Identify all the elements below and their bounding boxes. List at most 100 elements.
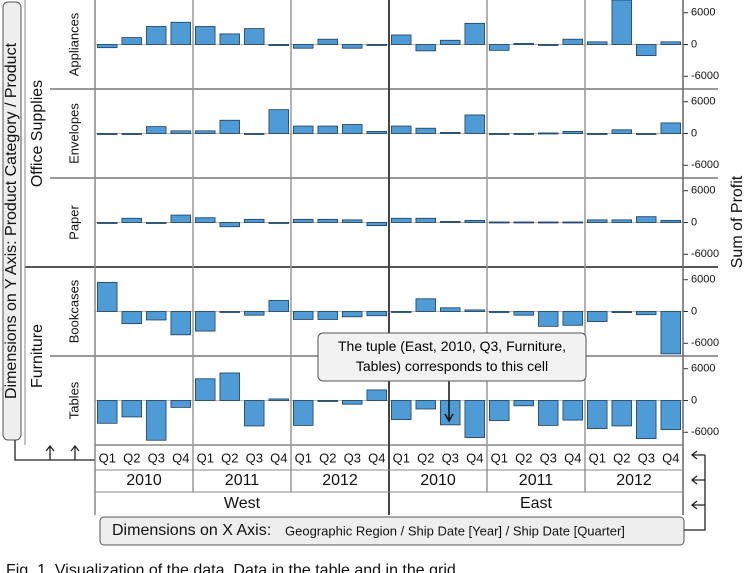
- y-tick-label: 0: [691, 127, 697, 139]
- bar: [464, 219, 485, 223]
- bar: [342, 219, 363, 223]
- bar: [611, 0, 632, 45]
- bar: [660, 311, 681, 355]
- bar: [97, 400, 118, 424]
- bar: [636, 216, 657, 223]
- x-axis-box: [99, 516, 685, 546]
- caption: Fig. 1. Visualization of the data. Data …: [6, 562, 456, 573]
- bar: [121, 400, 142, 418]
- bar: [415, 400, 436, 410]
- y-tick-label: 6000: [691, 274, 715, 286]
- bar: [317, 311, 338, 320]
- category-label: Office Supplies: [29, 80, 46, 187]
- bar: [440, 400, 461, 426]
- axis-arrows: [14, 440, 706, 531]
- year-label: 2010: [420, 472, 456, 489]
- quarter-label: Q1: [491, 450, 508, 465]
- bar: [268, 299, 289, 312]
- bar: [170, 130, 191, 134]
- year-label: 2010: [126, 472, 162, 489]
- bar: [636, 44, 657, 57]
- bar: [611, 311, 632, 313]
- bar: [391, 311, 412, 313]
- bar: [170, 214, 191, 223]
- bar: [121, 37, 142, 45]
- bar: [244, 28, 265, 45]
- bar: [513, 400, 534, 407]
- bar: [538, 221, 559, 224]
- bar: [366, 389, 387, 401]
- product-label: Bookcases: [66, 279, 81, 343]
- bar: [195, 311, 216, 332]
- quarter-label: Q4: [172, 450, 189, 465]
- bar: [268, 44, 289, 46]
- y-tick-label: -6000: [691, 337, 719, 349]
- bar: [219, 311, 240, 313]
- bar: [121, 217, 142, 223]
- bar: [562, 221, 583, 224]
- arrow: [45, 444, 80, 460]
- bar: [219, 119, 240, 134]
- quarter-label: Q3: [344, 450, 361, 465]
- product-label: Paper: [66, 204, 81, 239]
- bar: [538, 132, 559, 135]
- quarter-label: Q4: [564, 450, 581, 465]
- region-label: East: [520, 495, 553, 512]
- bar: [636, 400, 657, 440]
- bar: [611, 219, 632, 223]
- bar: [562, 38, 583, 45]
- year-label: 2012: [616, 472, 652, 489]
- bar: [97, 133, 118, 135]
- bar: [219, 33, 240, 45]
- bar: [391, 400, 412, 420]
- bar: [121, 311, 142, 325]
- bar: [513, 43, 534, 45]
- product-label: Appliances: [66, 12, 81, 76]
- bar: [489, 221, 510, 224]
- bar: [660, 219, 681, 223]
- quarter-label: Q2: [417, 450, 434, 465]
- bar: [440, 307, 461, 312]
- year-label: 2011: [519, 472, 554, 489]
- bar: [489, 44, 510, 51]
- bar: [268, 398, 289, 401]
- y-tick-label: 0: [691, 305, 697, 317]
- bar: [391, 217, 412, 223]
- y-tick-label: -6000: [691, 70, 719, 82]
- x-axis-label-detail: Geographic Region / Ship Date [Year] / S…: [285, 523, 625, 538]
- bar: [170, 400, 191, 408]
- bar: [366, 222, 387, 227]
- bar: [268, 222, 289, 224]
- y-tick-label: 6000: [691, 185, 715, 197]
- bar: [391, 125, 412, 134]
- bar: [97, 44, 118, 49]
- bar: [513, 133, 534, 135]
- bar: [636, 133, 657, 135]
- bar: [587, 133, 608, 135]
- bar: [146, 400, 167, 441]
- bar: [489, 311, 510, 313]
- bar: [146, 311, 167, 321]
- bar: [587, 311, 608, 322]
- bar: [317, 38, 338, 45]
- bar: [415, 127, 436, 134]
- bar: [293, 400, 314, 426]
- product-label: Tables: [66, 381, 81, 419]
- callout-arrow: [444, 381, 454, 423]
- bar: [244, 218, 265, 223]
- bar: [587, 400, 608, 429]
- bar: [587, 219, 608, 223]
- quarter-label: Q1: [393, 450, 410, 465]
- quarter-label: Q3: [442, 450, 459, 465]
- bar: [538, 44, 559, 46]
- bar: [170, 21, 191, 45]
- bar: [538, 311, 559, 327]
- bar: [489, 400, 510, 422]
- bar: [317, 125, 338, 134]
- y-axis-label: Dimensions on Y Axis: Product Category /…: [3, 42, 20, 399]
- bar: [562, 311, 583, 326]
- quarter-label: Q3: [638, 450, 655, 465]
- bar: [366, 130, 387, 134]
- bar: [366, 44, 387, 46]
